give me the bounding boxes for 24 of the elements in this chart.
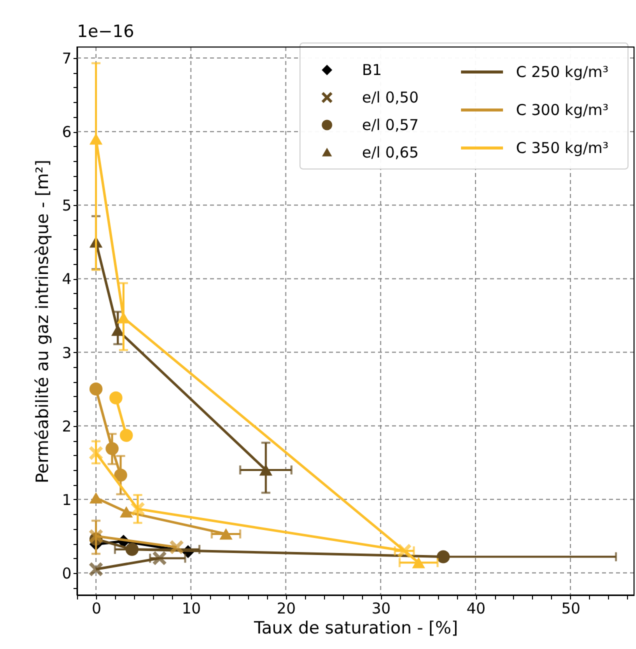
legend-label: e/l 0,65 [362,144,419,162]
y-tick-label: 5 [62,196,72,215]
legend-label: C 300 kg/m³ [516,101,609,119]
annotation: e/l 0,50 [362,88,419,106]
y-tick-label: 3 [62,344,72,362]
y-tick-label: 4 [62,270,72,288]
y-tick-label: 1 [62,490,72,509]
x-tick-label: 40 [466,600,486,618]
y-tick-label: 2 [62,417,72,436]
legend-label: B1 [362,61,382,79]
y-axis-title: Perméabilité au gaz intrinsèque - [m²] [32,160,53,484]
x-tick-label: 10 [182,600,201,618]
legend-label: C 350 kg/m³ [516,139,609,157]
y-tick-label: 6 [62,123,72,142]
x-tick-label: 30 [372,600,391,618]
y-tick-label: 7 [62,50,72,68]
x-tick-label: 50 [561,600,580,618]
x-tick-label: 0 [92,600,102,618]
annotation: e/l 0,57 [362,116,419,134]
x-axis-title: Taux de saturation - [%] [253,618,458,638]
text: 1e−16 [77,22,134,42]
y-tick-label: 0 [62,564,72,582]
legend-label: C 250 kg/m³ [516,63,609,81]
x-tick-label: 20 [276,600,296,618]
